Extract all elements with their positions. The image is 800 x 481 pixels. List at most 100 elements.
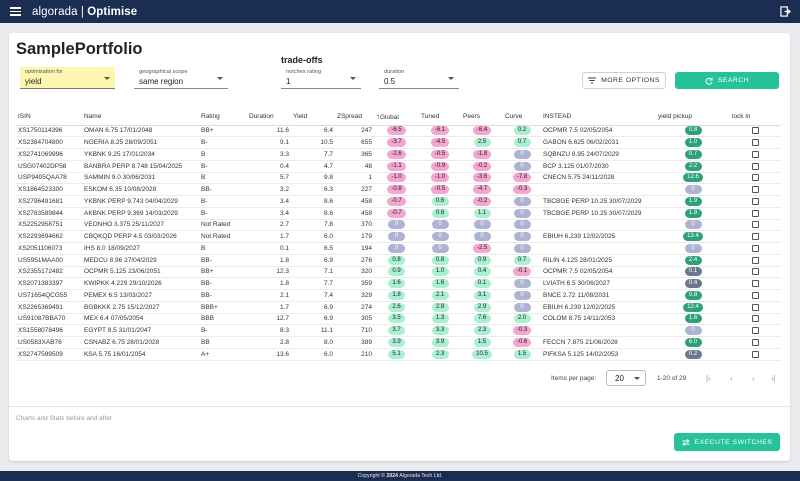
execute-switches-button[interactable]: EXECUTE SWITCHES xyxy=(674,433,780,451)
chevron-down-icon xyxy=(217,77,223,80)
cell-global: 2.6 xyxy=(374,301,419,314)
lock-in-checkbox[interactable] xyxy=(752,139,759,147)
cell-lock-in xyxy=(730,172,781,185)
col-tuned[interactable]: Tuned xyxy=(419,109,461,126)
optimisation-label: optimisation for xyxy=(25,69,63,75)
global-pill: 3.7 xyxy=(388,326,405,336)
cell-zspread: 710 xyxy=(335,324,374,337)
cell-tuned: 3.9 xyxy=(419,336,461,349)
table-row: XS1558078496 EGYPT 8.5 31/01/2047 B- 8.3 11.… xyxy=(16,324,781,337)
lock-in-checkbox[interactable] xyxy=(752,338,759,346)
lock-in-checkbox[interactable] xyxy=(752,315,759,323)
yield-pickup-pill: 12.4 xyxy=(683,302,703,312)
cell-name: ESKOM 6.35 10/08/2028 xyxy=(82,183,199,196)
prev-page-icon[interactable]: ‹ xyxy=(730,374,733,383)
global-pill: -0.8 xyxy=(387,185,406,195)
logout-icon[interactable] xyxy=(780,6,791,17)
lock-in-checkbox[interactable] xyxy=(752,256,759,264)
cell-zspread: 329 xyxy=(335,289,374,302)
curve-pill: 0 xyxy=(513,243,531,253)
cell-peers: -6.4 xyxy=(461,125,503,138)
cell-peers: -4.7 xyxy=(461,183,503,196)
cell-zspread: 48 xyxy=(335,160,374,173)
last-page-icon[interactable]: ›| xyxy=(771,374,776,383)
cell-curve: 0 xyxy=(503,277,541,290)
search-button[interactable]: SEARCH xyxy=(675,72,779,89)
tuned-pill: -4.5 xyxy=(430,138,450,148)
table-body: XS1750114396 OMAN 6.75 17/01/2048 BB+ 11.6 6… xyxy=(16,125,781,361)
lock-in-checkbox[interactable] xyxy=(752,280,759,288)
col-peers[interactable]: Peers xyxy=(461,109,503,126)
col-yield-pickup[interactable]: yield pickup xyxy=(656,109,730,126)
cell-yield: 7.4 xyxy=(291,289,335,302)
cell-rating: B- xyxy=(199,160,247,173)
cell-rating: BB- xyxy=(199,289,247,302)
cell-isin: XS2252958751 xyxy=(16,219,82,232)
cell-global: 0.9 xyxy=(374,266,419,279)
lock-in-checkbox[interactable] xyxy=(752,197,759,205)
cell-name: IHS 8.0 18/09/2027 xyxy=(82,242,199,255)
lock-in-checkbox[interactable] xyxy=(752,291,759,299)
cell-instead: OCPMR 7.5 02/05/2054 xyxy=(541,266,656,279)
col-global[interactable]: ↑Global xyxy=(374,109,419,126)
lock-in-checkbox[interactable] xyxy=(752,233,759,241)
more-options-button[interactable]: MORE OPTIONS xyxy=(582,72,666,89)
col-lock-in[interactable]: lock in xyxy=(730,109,781,126)
cell-name: OCPMR 5.125 23/06/2051 xyxy=(82,266,199,279)
cell-lock-in xyxy=(730,125,781,138)
col-zspread[interactable]: ZSpread xyxy=(335,109,374,126)
first-page-icon[interactable]: |‹ xyxy=(706,374,711,383)
global-pill: 0 xyxy=(388,243,405,253)
cell-isin: US0583XAB76 xyxy=(16,336,82,349)
lock-in-checkbox[interactable] xyxy=(752,150,759,158)
cell-yield: 7.7 xyxy=(291,148,335,161)
lock-in-checkbox[interactable] xyxy=(752,162,759,170)
cell-name: MEX 6.4 07/05/2054 xyxy=(82,313,199,326)
duration-select[interactable]: duration 0.5 xyxy=(379,67,459,89)
col-yield[interactable]: Yield xyxy=(291,109,335,126)
lock-in-checkbox[interactable] xyxy=(752,244,759,252)
col-curve[interactable]: Curve xyxy=(503,109,541,126)
table-row: XS2051106073 IHS 8.0 18/09/2027 B 0.1 6.5 194… xyxy=(16,242,781,255)
yield-pickup-pill: 0.2 xyxy=(684,349,702,359)
next-page-icon[interactable]: › xyxy=(752,374,755,383)
peers-pill: -2.5 xyxy=(472,243,492,253)
scope-select[interactable]: geographical scope same region xyxy=(134,67,228,89)
lock-in-checkbox[interactable] xyxy=(752,303,759,311)
lock-in-checkbox[interactable] xyxy=(752,174,759,182)
cell-instead: SQBNZU 8.95 24/07/2029 xyxy=(541,148,656,161)
notches-select[interactable]: notches rating 1 xyxy=(281,67,361,89)
col-duration[interactable]: Duration xyxy=(247,109,291,126)
yield-pickup-pill: 0 xyxy=(684,185,702,195)
cell-global: 0.8 xyxy=(374,254,419,267)
cell-zspread: 365 xyxy=(335,148,374,161)
global-pill: 0.8 xyxy=(388,255,405,265)
optimisation-select[interactable]: optimisation for yield xyxy=(20,67,115,89)
lock-in-checkbox[interactable] xyxy=(752,209,759,217)
lock-in-checkbox[interactable] xyxy=(752,268,759,276)
col-isin[interactable]: ISIN xyxy=(16,109,82,126)
peers-pill: 1.1 xyxy=(473,208,491,218)
cell-peers: 2.3 xyxy=(461,324,503,337)
optimisation-value: yield xyxy=(25,77,42,86)
lock-in-checkbox[interactable] xyxy=(752,127,759,135)
lock-in-checkbox[interactable] xyxy=(752,186,759,194)
cell-lock-in xyxy=(730,266,781,279)
table-row: USG07402DP58 BANBRA PERP 8.748 15/04/2025… xyxy=(16,160,781,173)
col-name[interactable]: Name xyxy=(82,109,199,126)
col-rating[interactable]: Rating xyxy=(199,109,247,126)
lock-in-checkbox[interactable] xyxy=(752,350,759,358)
lock-in-checkbox[interactable] xyxy=(752,221,759,229)
cell-yield-pickup: 0 xyxy=(656,242,730,255)
lock-in-checkbox[interactable] xyxy=(752,327,759,335)
items-per-page-select[interactable]: 20 xyxy=(606,370,646,386)
tuned-pill: 0 xyxy=(431,243,449,253)
menu-icon[interactable] xyxy=(10,7,21,16)
tuned-pill: 3.3 xyxy=(431,326,449,336)
cell-tuned: -1.0 xyxy=(419,172,461,185)
cell-lock-in xyxy=(730,160,781,173)
yield-pickup-pill: 0.1 xyxy=(684,267,702,277)
col-instead[interactable]: INSTEAD xyxy=(541,109,656,126)
peers-pill: -6.4 xyxy=(472,126,492,136)
cell-instead: FECCN 7.875 21/06/2028 xyxy=(541,336,656,349)
